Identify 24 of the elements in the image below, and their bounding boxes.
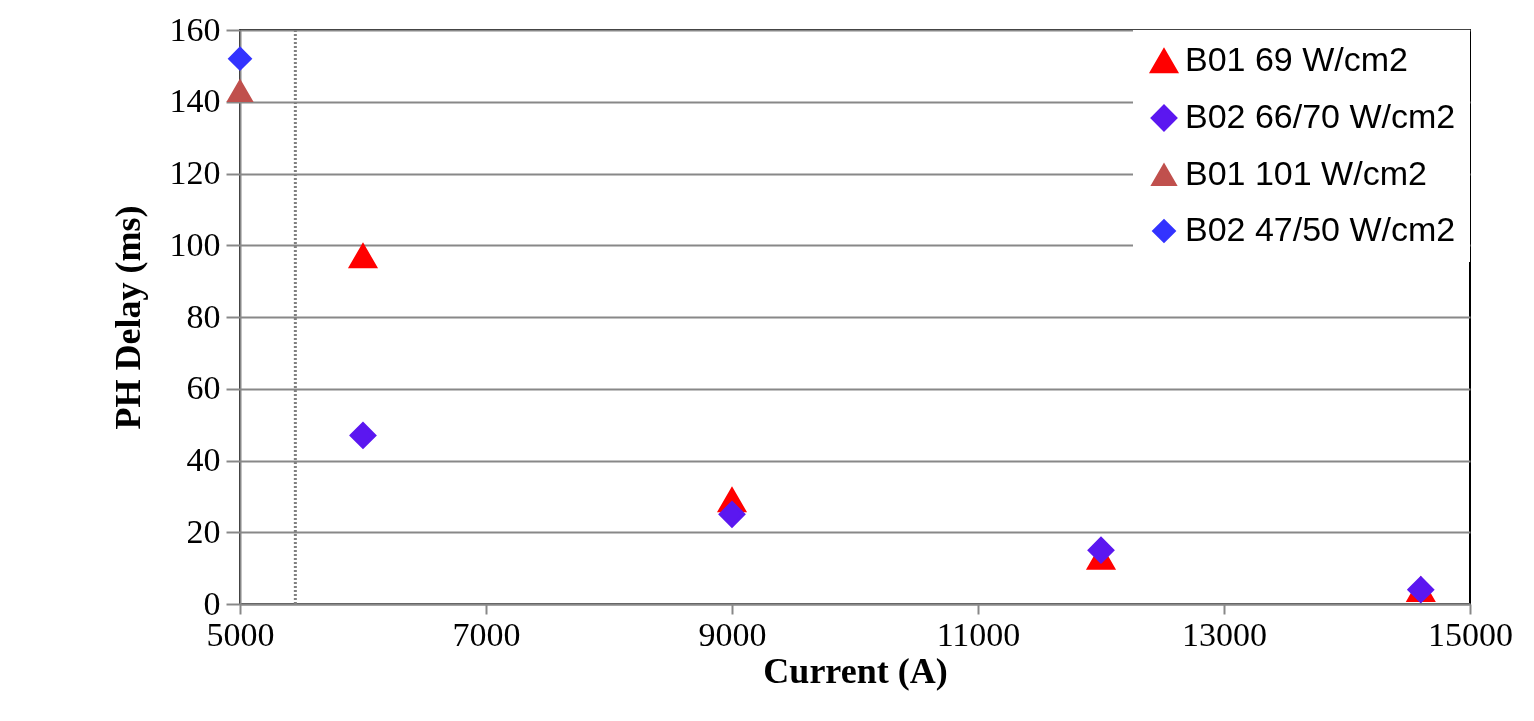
y-tick-label: 20 <box>186 512 221 550</box>
y-tick-label: 40 <box>186 441 221 478</box>
y-tick-label: 100 <box>169 225 221 263</box>
x-axis-title: Current (A) <box>763 650 948 691</box>
point <box>228 46 252 71</box>
x-tick-label: 15000 <box>1428 615 1513 653</box>
y-tick-label: 140 <box>169 82 221 120</box>
x-tick-label: 11000 <box>936 615 1021 653</box>
x-tick-label: 9000 <box>698 615 767 653</box>
point <box>349 243 377 269</box>
y-axis-title: PH Delay (ms) <box>107 205 148 430</box>
y-tick-label: 80 <box>186 297 221 335</box>
legend-label: B02 66/70 W/cm2 <box>1185 97 1456 135</box>
y-tick-label: 60 <box>186 369 221 407</box>
legend-label: B02 47/50 W/cm2 <box>1185 210 1456 248</box>
point <box>1087 536 1115 564</box>
point <box>718 501 746 528</box>
legend-label: B01 101 W/cm2 <box>1185 154 1427 192</box>
x-tick-label: 13000 <box>1182 615 1267 653</box>
y-tick-label: 160 <box>169 10 221 48</box>
legend-label: B01 69 W/cm2 <box>1185 40 1408 78</box>
point <box>349 422 377 449</box>
y-tick-label: 120 <box>169 154 221 191</box>
x-tick-label: 7000 <box>452 615 521 653</box>
